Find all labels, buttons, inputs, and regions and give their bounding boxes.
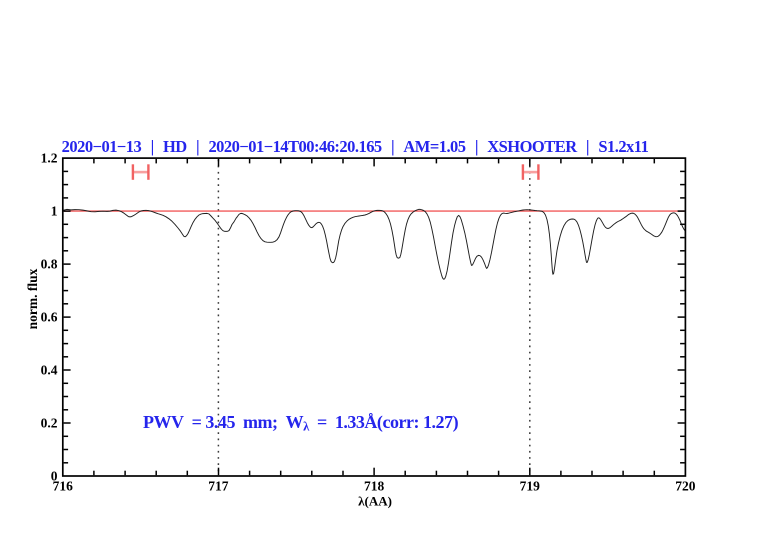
svg-text:718: 718	[364, 479, 385, 494]
svg-text:720: 720	[675, 479, 696, 494]
svg-text:716: 716	[53, 479, 74, 494]
svg-text:717: 717	[208, 479, 229, 494]
svg-text:λ(AA): λ(AA)	[358, 494, 392, 509]
svg-text:0.4: 0.4	[41, 363, 58, 378]
svg-text:0.8: 0.8	[41, 257, 58, 272]
svg-text:1: 1	[51, 204, 58, 219]
svg-text:1.2: 1.2	[41, 151, 58, 166]
svg-text:norm. flux: norm. flux	[25, 268, 40, 329]
svg-text:0.2: 0.2	[41, 416, 58, 431]
svg-text:0.6: 0.6	[41, 310, 58, 325]
svg-text:719: 719	[520, 479, 541, 494]
svg-text:0: 0	[51, 469, 58, 484]
svg-text:2020−01−13 | HD | 2020−01−: 2020−01−13 | HD | 2020−01−14T00:46:20.16…	[62, 137, 649, 156]
svg-text:PWV = 3.45 mm; Wλ = 1.33Å: PWV = 3.45 mm; Wλ = 1.33Å(corr: 1.27)	[143, 412, 459, 434]
